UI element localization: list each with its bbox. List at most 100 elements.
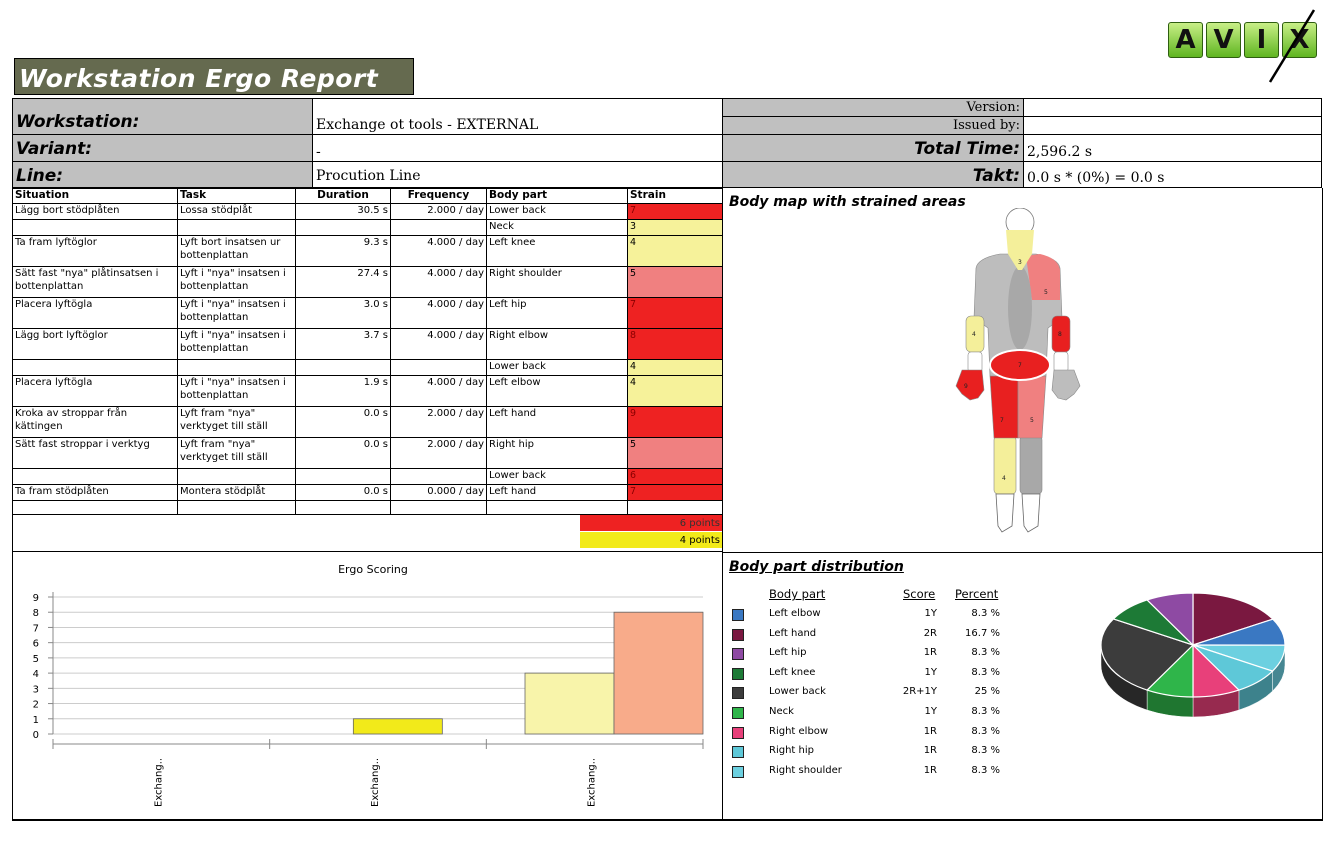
y-tick-label: 1: [33, 715, 39, 726]
cell-duration: [295, 359, 391, 376]
cell-strain: 4: [627, 359, 723, 376]
distribution-panel: Body part distribution Body part Score P…: [722, 552, 1323, 820]
right-hip-area: [1017, 375, 1047, 439]
col-situation: Situation: [12, 188, 178, 204]
ergo-scoring-chart: Ergo Scoring 0 1 2 3 4 5 6 7 8 9 Exchang.. Exchang..…: [33, 563, 704, 807]
distribution-title: Body part distribution: [729, 559, 904, 575]
right-knee-area: [1019, 435, 1043, 495]
legend-swatch: [732, 746, 744, 759]
cell-task: Lyft fram "nya" verktyget till ställ: [177, 406, 296, 438]
issued-by-label: Issued by:: [722, 116, 1024, 135]
left-hip-area: [989, 375, 1019, 439]
y-tick-label: 0: [33, 730, 39, 741]
col-strain: Strain: [627, 188, 723, 204]
cell-bodypart: Left elbow: [486, 375, 628, 407]
y-tick-label: 3: [33, 684, 39, 695]
cell-task: Lyft fram "nya" verktyget till ställ: [177, 437, 296, 469]
legend-swatch: [732, 609, 744, 621]
legend-percent: 8.3 %: [971, 725, 1000, 737]
body-map-panel: Body map with strained areas 3 5 8 4 7 7: [722, 188, 1323, 553]
table-row: Lower back 4: [12, 359, 723, 376]
legend-swatch: [732, 628, 744, 641]
cell-frequency: [390, 219, 487, 236]
distribution-legend: Left elbow 1Y 8.3 % Left hand 2R 16.7 % Left h…: [723, 608, 1023, 808]
y-tick-label: 9: [33, 593, 39, 604]
cell-duration: 0.0 s: [295, 437, 391, 469]
legend-percent: 25 %: [974, 686, 1000, 698]
table-row: Placera lyftögla Lyft i "nya" insatsen i …: [12, 375, 723, 407]
avix-logo: A V I X: [1168, 9, 1317, 83]
legend-bodypart: Right elbow: [769, 725, 829, 737]
left-hand-area: [955, 369, 985, 401]
table-header-row: Situation Task Duration Frequency Body p…: [12, 188, 723, 204]
cell-frequency: 2.000 / day: [390, 437, 487, 469]
cell-situation: [12, 468, 178, 485]
cell-situation: [12, 219, 178, 236]
cell-task: [177, 219, 296, 236]
cell-bodypart: Right shoulder: [486, 266, 628, 298]
bar: [524, 672, 615, 735]
pie-slice: [1100, 618, 1195, 691]
cell-strain: 3: [627, 219, 723, 236]
legend-bodypart: Lower back: [769, 686, 826, 698]
cell-frequency: 4.000 / day: [390, 328, 487, 360]
dist-col-percent: Percent: [955, 587, 999, 601]
dist-col-bodypart: Body part: [769, 587, 826, 601]
header-grid: Workstation: Exchange ot tools - EXTERNA…: [12, 98, 1323, 189]
legend-bodypart: Left hand: [769, 627, 817, 639]
totals-area: 6 points 4 points: [12, 513, 723, 552]
cell-situation: [12, 359, 178, 376]
y-tick-label: 2: [33, 700, 39, 711]
legend-percent: 8.3 %: [971, 706, 1000, 717]
legend-swatch: [732, 687, 744, 700]
table-row: Neck 3: [12, 219, 723, 236]
chart-title: Ergo Scoring: [338, 563, 408, 576]
cell-situation: Ta fram stödplåten: [12, 484, 178, 501]
col-task: Task: [177, 188, 296, 204]
variant-value: -: [312, 134, 723, 162]
legend-score: 1R: [923, 647, 937, 659]
pie-slice: [1192, 592, 1274, 646]
legend-percent: 8.3 %: [971, 764, 1000, 776]
svg-text:4: 4: [1002, 475, 1006, 482]
total-time-value: 2,596.2 s: [1023, 134, 1322, 162]
cell-task: Lyft bort insatsen ur bottenplattan: [177, 235, 296, 267]
cell-frequency: 4.000 / day: [390, 297, 487, 329]
cell-bodypart: Lower back: [486, 468, 628, 485]
y-tick-label: 6: [33, 639, 39, 650]
legend-bodypart: Left elbow: [769, 608, 821, 619]
takt-label: Takt:: [722, 161, 1024, 188]
legend-bodypart: Left hip: [769, 647, 807, 659]
legend-score: 2R+1Y: [902, 686, 937, 698]
col-frequency: Frequency: [390, 188, 487, 204]
total-yellow-points: 4 points: [580, 532, 722, 548]
cell-bodypart: Right elbow: [486, 328, 628, 360]
cell-duration: 27.4 s: [295, 266, 391, 298]
cell-situation: Lägg bort stödplåten: [12, 203, 178, 220]
legend-percent: 8.3 %: [971, 666, 1000, 678]
y-tick-label: 4: [33, 669, 39, 680]
distribution-pie-chart: [1100, 592, 1286, 718]
legend-percent: 8.3 %: [971, 608, 1000, 619]
cell-task: Montera stödplåt: [177, 484, 296, 501]
issued-by-value: [1023, 116, 1322, 135]
legend-swatch: [732, 726, 744, 739]
workstation-value: Exchange ot tools - EXTERNAL: [312, 98, 723, 135]
cell-bodypart: Left hand: [486, 406, 628, 438]
cell-duration: [295, 468, 391, 485]
cell-duration: 0.0 s: [295, 406, 391, 438]
bottom-rule: [12, 820, 1323, 821]
legend-swatch: [732, 667, 744, 680]
legend-percent: 16.7 %: [965, 627, 1000, 639]
cell-bodypart: Lower back: [486, 359, 628, 376]
cell-task: Lyft i "nya" insatsen i bottenplattan: [177, 328, 296, 360]
y-tick-label: 5: [33, 654, 39, 665]
legend-percent: 8.3 %: [971, 745, 1000, 757]
legend-score: 1Y: [924, 706, 937, 717]
cell-strain: 5: [627, 437, 723, 469]
cell-strain: 6: [627, 468, 723, 485]
cell-frequency: 4.000 / day: [390, 235, 487, 267]
cell-situation: Sätt fast "nya" plåtinsatsen i bottenpla…: [12, 266, 178, 298]
cell-situation: Ta fram lyftöglor: [12, 235, 178, 267]
line-label: Line:: [12, 161, 313, 188]
